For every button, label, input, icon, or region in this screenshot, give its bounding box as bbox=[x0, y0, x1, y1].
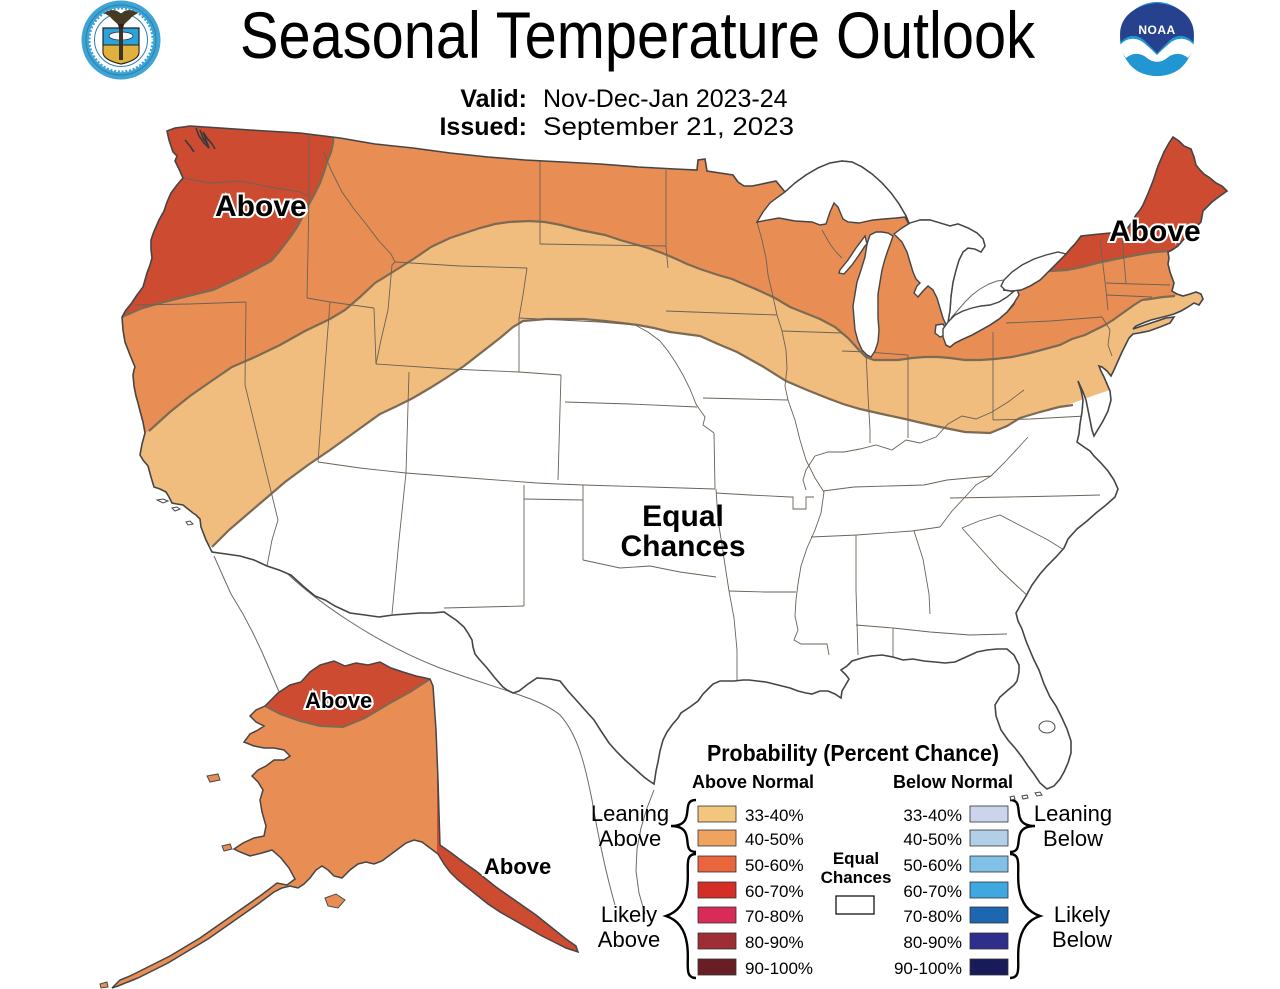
svg-text:60-70%: 60-70% bbox=[745, 882, 804, 901]
svg-text:Above: Above bbox=[599, 826, 661, 851]
svg-text:40-50%: 40-50% bbox=[745, 830, 804, 849]
svg-text:Nov-Dec-Jan 2023-24: Nov-Dec-Jan 2023-24 bbox=[543, 85, 788, 113]
svg-text:33-40%: 33-40% bbox=[903, 806, 962, 825]
svg-text:40-50%: 40-50% bbox=[903, 830, 962, 849]
svg-text:Below: Below bbox=[1052, 927, 1112, 952]
svg-text:60-70%: 60-70% bbox=[903, 882, 962, 901]
svg-text:70-80%: 70-80% bbox=[903, 907, 962, 926]
svg-text:Likely: Likely bbox=[1054, 902, 1110, 927]
svg-text:Above: Above bbox=[598, 927, 660, 952]
svg-text:Above: Above bbox=[1109, 215, 1201, 248]
svg-text:Above Normal: Above Normal bbox=[692, 772, 814, 792]
svg-text:Below: Below bbox=[1043, 826, 1103, 851]
svg-text:50-60%: 50-60% bbox=[745, 856, 804, 875]
svg-text:50-60%: 50-60% bbox=[903, 856, 962, 875]
svg-text:90-100%: 90-100% bbox=[745, 959, 813, 978]
svg-text:Likely: Likely bbox=[601, 902, 657, 927]
svg-text:80-90%: 80-90% bbox=[903, 933, 962, 952]
svg-text:Above: Above bbox=[215, 190, 307, 223]
svg-text:Chances: Chances bbox=[821, 868, 892, 887]
svg-text:Leaning: Leaning bbox=[591, 801, 669, 826]
svg-text:September 21, 2023: September 21, 2023 bbox=[543, 113, 794, 141]
svg-text:90-100%: 90-100% bbox=[894, 959, 962, 978]
svg-text:Below Normal: Below Normal bbox=[893, 772, 1013, 792]
svg-text:33-40%: 33-40% bbox=[745, 806, 804, 825]
svg-text:Probability (Percent Chance): Probability (Percent Chance) bbox=[707, 740, 999, 766]
svg-text:Leaning: Leaning bbox=[1034, 801, 1112, 826]
svg-text:Valid:: Valid: bbox=[460, 85, 527, 113]
svg-text:Above: Above bbox=[484, 854, 551, 879]
svg-text:Equal: Equal bbox=[642, 500, 724, 533]
svg-text:NOAA: NOAA bbox=[1138, 23, 1175, 37]
svg-text:70-80%: 70-80% bbox=[745, 907, 804, 926]
svg-text:Chances: Chances bbox=[620, 530, 745, 563]
svg-text:Above: Above bbox=[305, 688, 372, 713]
svg-text:Seasonal Temperature Outlook: Seasonal Temperature Outlook bbox=[240, 0, 1036, 72]
svg-text:Equal: Equal bbox=[833, 849, 879, 868]
svg-text:80-90%: 80-90% bbox=[745, 933, 804, 952]
svg-text:Issued:: Issued: bbox=[439, 113, 527, 141]
